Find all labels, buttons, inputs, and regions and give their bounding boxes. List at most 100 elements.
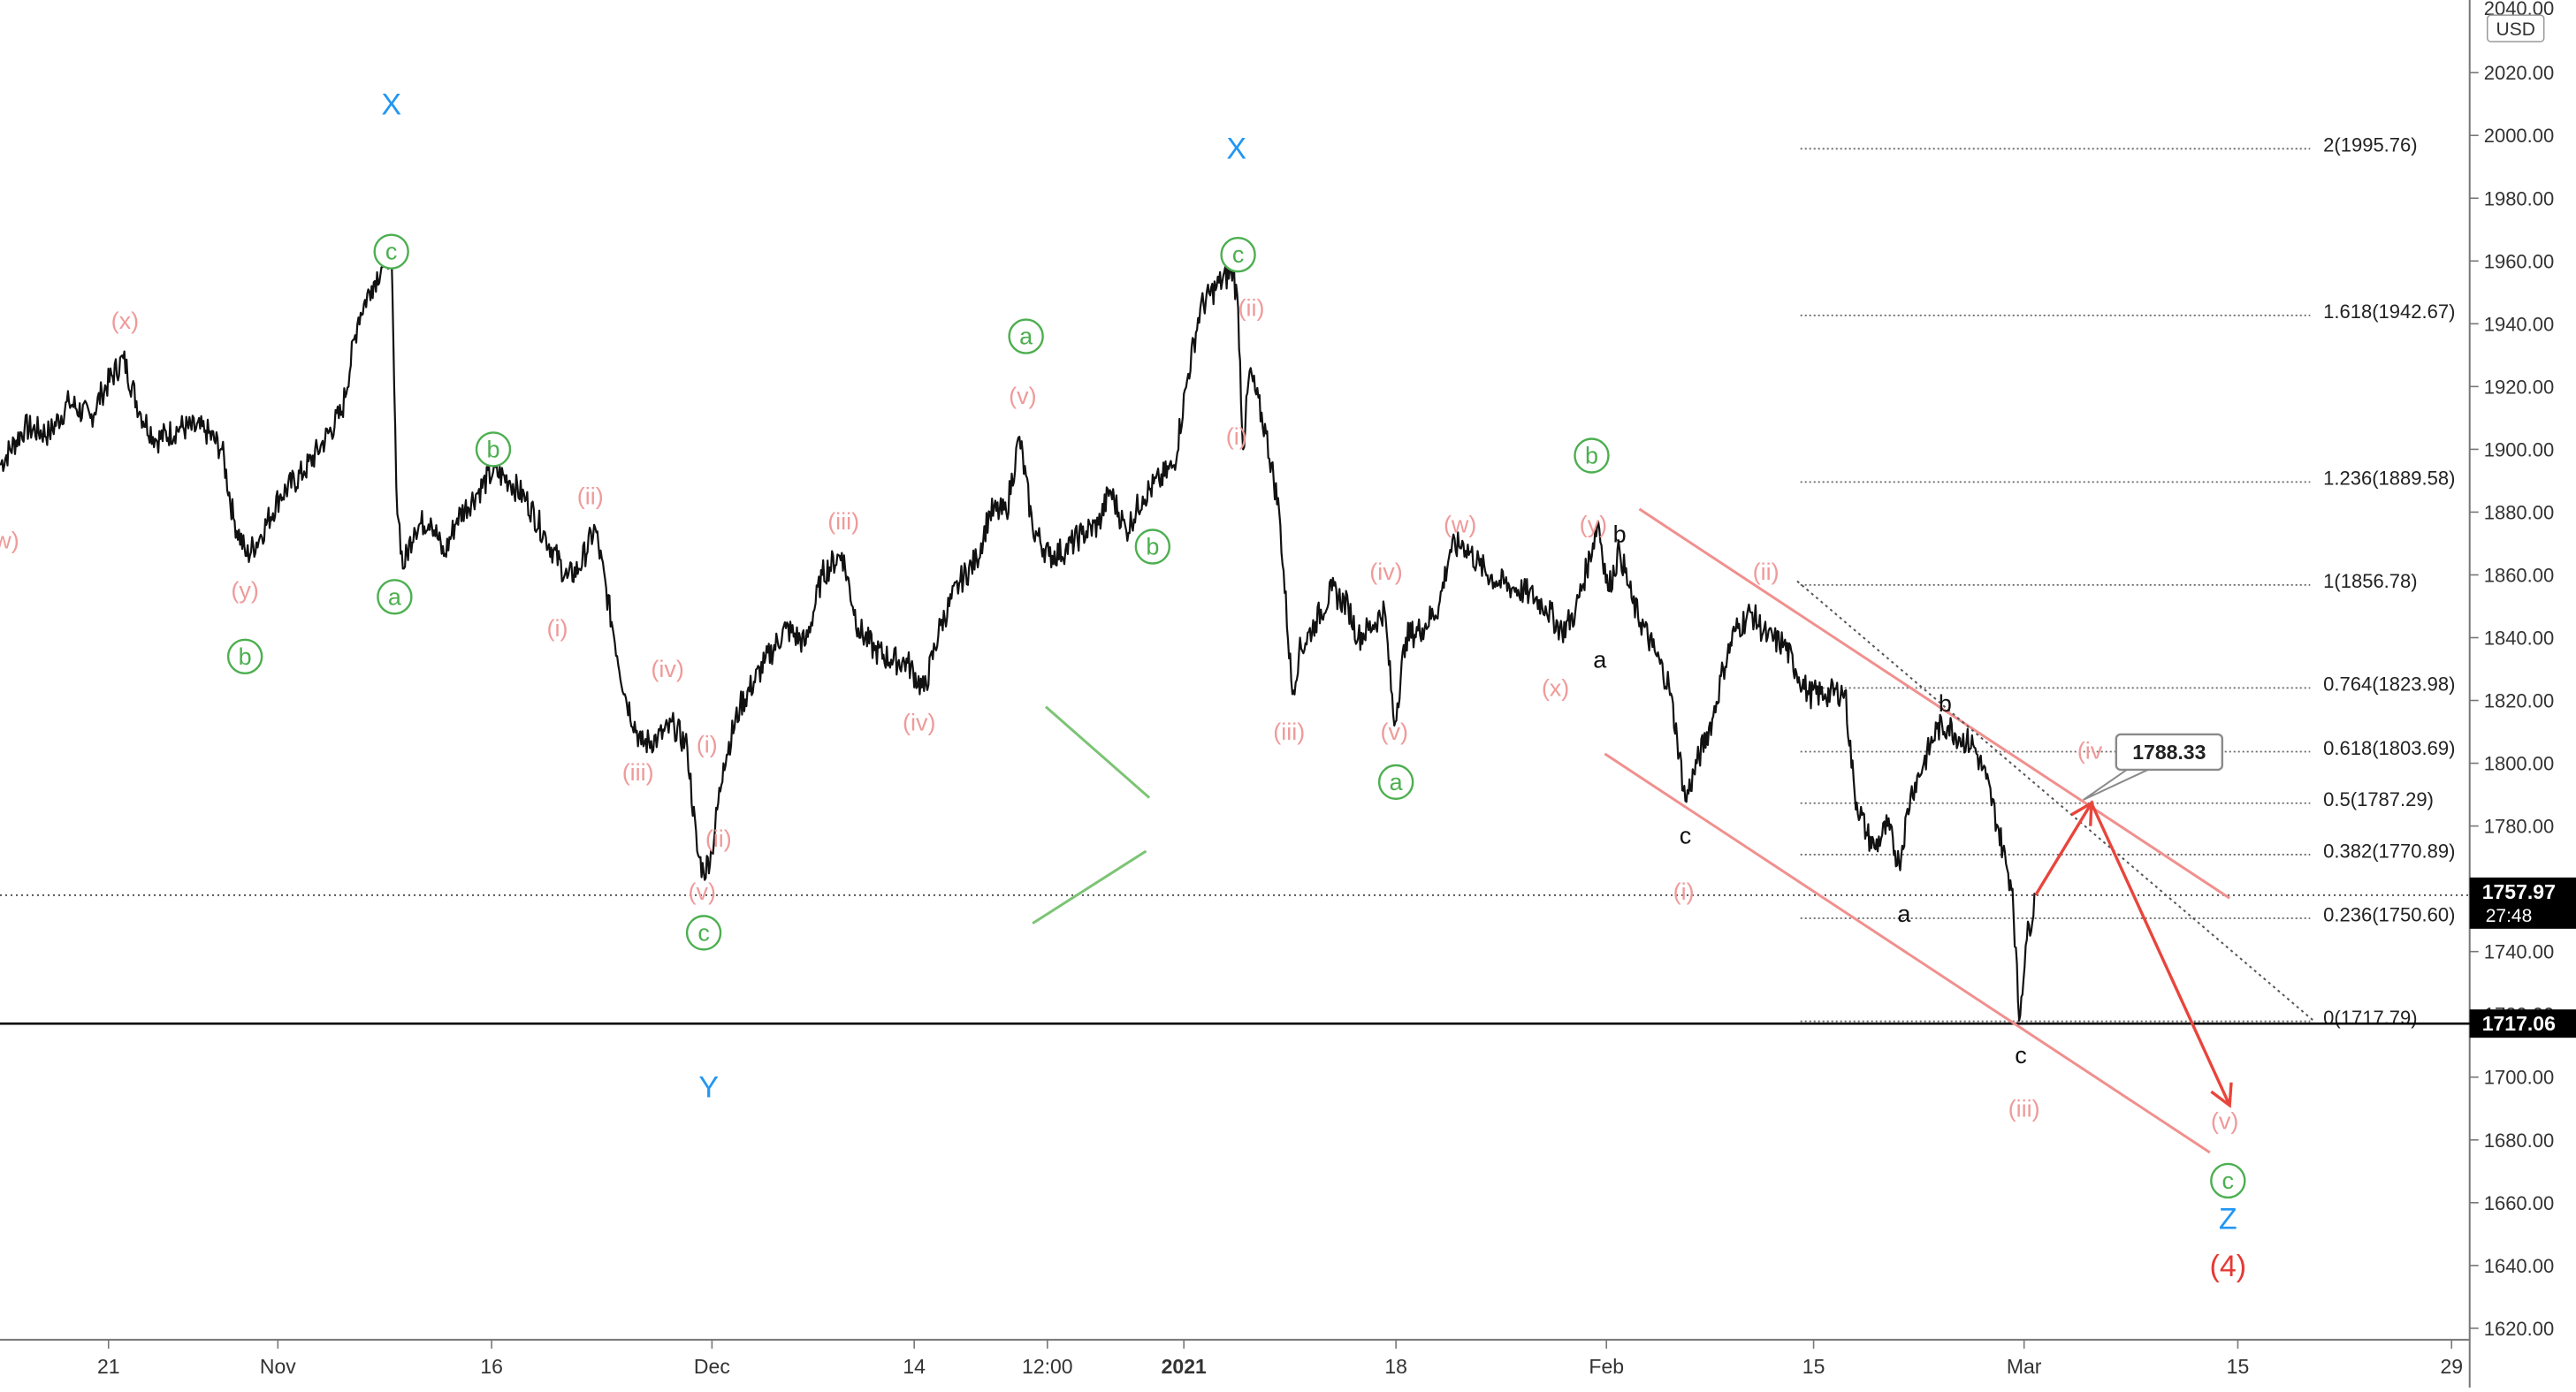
y-tick-label: 1980.00 [2484,187,2555,209]
wave-label-circle [1377,764,1414,801]
y-tick-label: 1740.00 [2484,941,2555,963]
x-tick-label: Nov [260,1355,296,1378]
trendline [1044,705,1151,799]
x-tick-label: 15 [1802,1355,1825,1378]
wave-label-circle [1134,529,1171,565]
price-line [0,235,2037,1022]
wave-label: (4) [2210,1250,2247,1283]
wave-label: (ii) [577,483,604,510]
wave-label: b [1613,521,1627,547]
fib-level-label: 0.618(1803.69) [2323,737,2455,759]
projection-arrow [2034,800,2233,1108]
y-tick-label: 2020.00 [2484,62,2555,84]
wave-label: b [1585,443,1598,469]
y-tick-label: 1960.00 [2484,250,2555,272]
fib-level-label: 2(1995.76) [2323,134,2417,156]
currency-box [2486,14,2545,42]
wave-label: X [381,88,401,122]
wave-label: w) [0,527,19,553]
y-tick-label: 1840.00 [2484,628,2555,650]
price-badge-value: 1717.06 [2482,1012,2556,1035]
wave-label: a [1593,646,1607,673]
wave-label: c [2015,1042,2027,1069]
wave-label-circle [1574,437,1610,474]
wave-label: Y [698,1070,719,1104]
fib-level-label: 0(1717.79) [2323,1007,2417,1029]
wave-label: c [2222,1168,2235,1194]
projection-arrowhead [2210,1082,2233,1108]
projection-arrowhead [2070,800,2093,826]
x-tick-label: 2021 [1162,1355,1207,1378]
trendlines [1032,507,2314,1154]
wave-label-circle [685,915,722,951]
wave-label: (iii) [622,759,654,786]
wave-label: (x) [1542,674,1569,701]
x-tick-label: Dec [694,1355,730,1378]
wave-label: b [1939,690,1952,717]
wave-label: (iv [2077,737,2103,764]
y-tick-label: 1620.00 [2484,1318,2555,1340]
wave-label: (y) [1580,512,1607,538]
wave-label: a [388,583,402,610]
price-badge [2469,1009,2576,1038]
y-tick-label: 1680.00 [2484,1130,2555,1152]
price-callout: 1788.33 [2083,733,2224,801]
wave-label: (y) [231,577,258,604]
price-series [0,235,2037,1022]
y-tick-label: 1880.00 [2484,501,2555,523]
wave-label: b [1146,534,1159,560]
x-tick-label: Mar [2007,1355,2042,1378]
wave-label-circle [377,579,413,615]
wave-label-circle [226,638,263,675]
fib-level-label: 1(1856.78) [2323,570,2417,592]
wave-label-circle [1220,236,1256,273]
wave-label: b [239,643,252,670]
wave-label: (iv) [651,656,683,682]
y-tick-label: 1700.00 [2484,1067,2555,1089]
wave-label: (v) [2211,1107,2238,1134]
wave-label: c [385,239,398,265]
callout-box [2115,733,2224,772]
wave-label: (v) [1381,719,1408,745]
x-tick-label: 29 [2440,1355,2463,1378]
wave-label: (v) [1009,383,1036,409]
fib-level-label: 0.5(1787.29) [2323,788,2434,810]
y-tick-label: 1780.00 [2484,816,2555,838]
wave-label: (i) [1673,879,1695,905]
wave-label: (ii) [1753,559,1780,585]
horizontal-lines [0,894,2470,1025]
y-tick-label: 1820.00 [2484,690,2555,712]
trendline [1796,580,2314,1022]
x-tick-label: 15 [2227,1355,2250,1378]
x-tick-label: 14 [903,1355,926,1378]
fib-level-label: 1.236(1889.58) [2323,468,2455,490]
wave-labels: X X Y Z (4) c c a b b b a b a c c (x) w) (y) (ii) (i) (iv) (ii… [0,88,2246,1283]
wave-label: b [486,436,499,462]
wave-label: (iv) [1369,559,1402,585]
wave-label: c [697,919,710,946]
wave-label: a [1897,901,1911,927]
wave-label-circle [1008,318,1044,354]
trendline [1638,507,2230,900]
wave-label: (w) [1444,512,1476,538]
fibonacci-levels: 2(1995.76) 1.618(1942.67) 1.236(1889.58) 1(… [1800,134,2455,1029]
wave-label: (i) [547,615,568,642]
price-axis: 2020.00 2000.00 1980.00 1960.00 1940.00 1920.… [2469,0,2576,1340]
wave-label: (iii) [827,508,859,535]
x-tick-label: Feb [1589,1355,1624,1378]
trendline [1604,752,2211,1154]
wave-label: (v) [688,879,715,905]
wave-label: X [1226,132,1246,165]
wave-label: (x) [111,308,139,334]
trendline [1032,849,1147,924]
fib-level-label: 0.764(1823.98) [2323,673,2455,696]
price-badge-value: 1757.97 [2482,880,2556,903]
wave-label: (i) [1226,423,1247,450]
price-badge [2469,877,2576,929]
wave-label: (iii) [1273,719,1305,745]
wave-label: (ii) [1238,295,1264,322]
